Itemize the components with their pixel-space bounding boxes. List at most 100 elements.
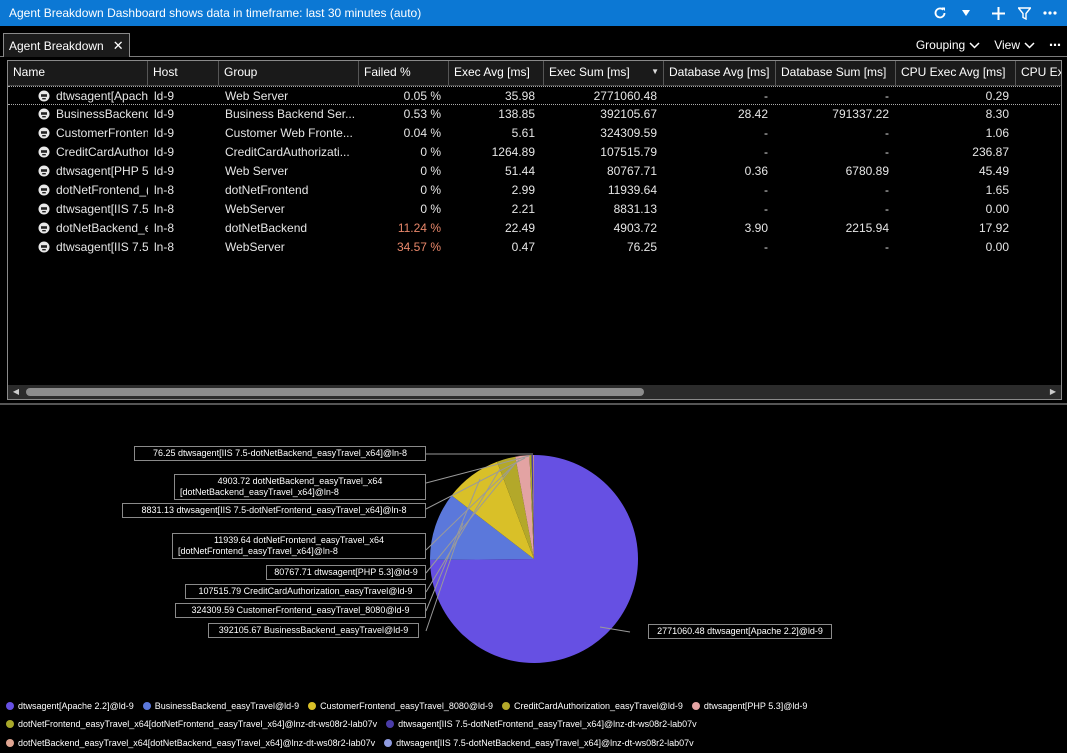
table-cell: 45.49 (978, 164, 1009, 178)
column-header[interactable]: Database Avg [ms] (664, 61, 776, 85)
table-cell: ln-8 (154, 183, 175, 197)
legend-item[interactable]: CustomerFrontend_easyTravel_8080@ld-9 (308, 701, 493, 711)
column-header[interactable]: Name (8, 61, 148, 85)
legend-label: CustomerFrontend_easyTravel_8080@ld-9 (320, 701, 493, 711)
refresh-icon[interactable] (927, 6, 953, 20)
leader-line (425, 522, 464, 632)
dropdown-caret-icon[interactable] (953, 9, 979, 17)
pie-slice[interactable] (497, 456, 534, 559)
table-cell: 0.47 (511, 240, 535, 254)
table-cell: 80767.71 (606, 164, 657, 178)
close-icon[interactable]: ✕ (112, 37, 124, 53)
agent-icon (38, 203, 50, 218)
table-row[interactable]: dtwsagent[Apach ld-9 Web Server 0.05 % 35.98… (8, 86, 1061, 105)
pie-slice[interactable] (529, 455, 534, 559)
table-cell: 392105.67 (600, 107, 657, 121)
filter-icon[interactable] (1011, 6, 1037, 20)
pie-data-label: 11939.64 dotNetFrontend_easyTravel_x64 [d… (172, 533, 426, 559)
table-cell: 2.21 (511, 202, 535, 216)
leader-line (425, 468, 501, 593)
add-icon[interactable] (985, 6, 1011, 20)
legend-row: dotNetBackend_easyTravel_x64[dotNetBacke… (6, 738, 703, 748)
column-header[interactable]: Failed % (359, 61, 449, 85)
table-row[interactable]: CreditCardAuthor ld-9 CreditCardAuthorizat… (8, 143, 1061, 162)
pie-slice[interactable] (531, 455, 534, 559)
table-cell: CustomerFronten (56, 126, 148, 140)
scroll-left-icon[interactable]: ◀ (12, 387, 20, 396)
table-row[interactable]: dtwsagent[IIS 7.5- ln-8 WebServer 0 % 2.21 88… (8, 200, 1061, 219)
more-icon[interactable] (1037, 11, 1063, 15)
column-header[interactable]: CPU Exe (1016, 61, 1061, 85)
sort-desc-icon: ▼ (651, 67, 659, 76)
table-row[interactable]: dtwsagent[IIS 7.5- ln-8 WebServer 34.57 % 0.… (8, 238, 1061, 257)
column-header[interactable]: Exec Sum [ms] ▼ (544, 61, 664, 85)
table-cell: - (764, 145, 768, 159)
table-cell: Web Server (225, 89, 289, 103)
legend-item[interactable]: dotNetBackend_easyTravel_x64[dotNetBacke… (6, 738, 375, 748)
column-header[interactable]: Database Sum [ms] (776, 61, 896, 85)
scrollbar-thumb[interactable] (26, 388, 644, 396)
legend-swatch (501, 702, 510, 710)
leader-line (425, 478, 481, 612)
window-title: Agent Breakdown Dashboard shows data in … (9, 6, 422, 20)
table-cell: 35.98 (504, 89, 535, 103)
tab-agent-breakdown[interactable]: Agent Breakdown ✕ (3, 33, 130, 57)
table-cell: - (885, 126, 889, 140)
legend-swatch (386, 720, 395, 728)
agent-icon (38, 146, 50, 161)
view-button[interactable]: View (994, 38, 1035, 52)
legend-item[interactable]: dtwsagent[Apache 2.2]@ld-9 (6, 701, 134, 711)
column-header[interactable]: CPU Exec Avg [ms] (896, 61, 1016, 85)
table-row[interactable]: BusinessBackend_ ld-9 Business Backend Ser… (8, 105, 1061, 124)
pie-data-label: 392105.67 BusinessBackend_easyTravel@ld-… (208, 623, 419, 638)
column-header[interactable]: Group (219, 61, 359, 85)
legend-item[interactable]: CreditCardAuthorization_easyTravel@ld-9 (501, 701, 683, 711)
scroll-right-icon[interactable]: ▶ (1049, 387, 1057, 396)
table-cell: 8.30 (985, 107, 1009, 121)
legend-swatch (142, 702, 151, 710)
more-options-button[interactable]: ⋯ (1049, 38, 1061, 52)
horizontal-scrollbar[interactable]: ◀ ▶ (8, 385, 1061, 399)
table-cell: 17.92 (978, 221, 1009, 235)
title-actions (927, 0, 1063, 26)
agent-icon (38, 241, 50, 256)
pie-slice[interactable] (451, 461, 534, 559)
table-cell: 5.61 (511, 126, 535, 140)
table-cell: 0 % (420, 183, 441, 197)
table-cell: 76.25 (626, 240, 657, 254)
grouping-button[interactable]: Grouping (916, 38, 980, 52)
table-cell: - (885, 183, 889, 197)
more-options-icon: ⋯ (1049, 38, 1061, 52)
table-cell: ln-8 (154, 240, 175, 254)
table-cell: 11.24 % (397, 221, 441, 235)
legend-item[interactable]: dotNetFrontend_easyTravel_x64[dotNetFron… (6, 719, 377, 729)
pie-slice[interactable] (515, 455, 534, 559)
pie-label-line: 76.25 dtwsagent[IIS 7.5-dotNetBackend_ea… (153, 448, 407, 458)
pie-slice[interactable] (430, 455, 638, 663)
table-cell: 2215.94 (845, 221, 889, 235)
legend-item[interactable]: dtwsagent[PHP 5.3]@ld-9 (691, 701, 807, 711)
table-row[interactable]: dotNetFrontend_(ln-8 dotNetFrontend 0 % 2.9… (8, 181, 1061, 200)
pie-label-line: 324309.59 CustomerFrontend_easyTravel_80… (191, 605, 410, 615)
table-cell: 0 % (420, 145, 441, 159)
legend-item[interactable]: dtwsagent[IIS 7.5-dotNetFrontend_easyTra… (386, 719, 697, 729)
pie-slice[interactable] (533, 455, 534, 559)
legend-row: dotNetFrontend_easyTravel_x64[dotNetFron… (6, 719, 706, 729)
table-cell: ld-9 (154, 126, 175, 140)
legend-item[interactable]: BusinessBackend_easyTravel@ld-9 (142, 701, 299, 711)
table-row[interactable]: CustomerFronten ld-9 Customer Web Fronte..… (8, 124, 1061, 143)
table-cell: 138.85 (498, 107, 535, 121)
table-row[interactable]: dotNetBackend_e ln-8 dotNetBackend 11.24 % 2… (8, 219, 1061, 238)
table-cell: ln-8 (154, 221, 175, 235)
pane-splitter[interactable] (0, 403, 1067, 405)
column-header[interactable]: Exec Avg [ms] (449, 61, 544, 85)
table-cell: 34.57 % (396, 240, 441, 254)
column-header[interactable]: Host (148, 61, 219, 85)
agent-icon (38, 90, 50, 105)
pie-data-label: 76.25 dtwsagent[IIS 7.5-dotNetBackend_ea… (134, 446, 426, 461)
legend-item[interactable]: dtwsagent[IIS 7.5-dotNetBackend_easyTrav… (384, 738, 694, 748)
leader-line (599, 626, 631, 633)
agent-table: Name Host Group Failed % Exec Avg [ms] Exec S… (7, 60, 1062, 400)
table-row[interactable]: dtwsagent[PHP 5 ld-9 Web Server 0 % 51.44 807… (8, 162, 1061, 181)
tab-bar: Agent Breakdown ✕ Grouping View ⋯ (0, 33, 1067, 57)
